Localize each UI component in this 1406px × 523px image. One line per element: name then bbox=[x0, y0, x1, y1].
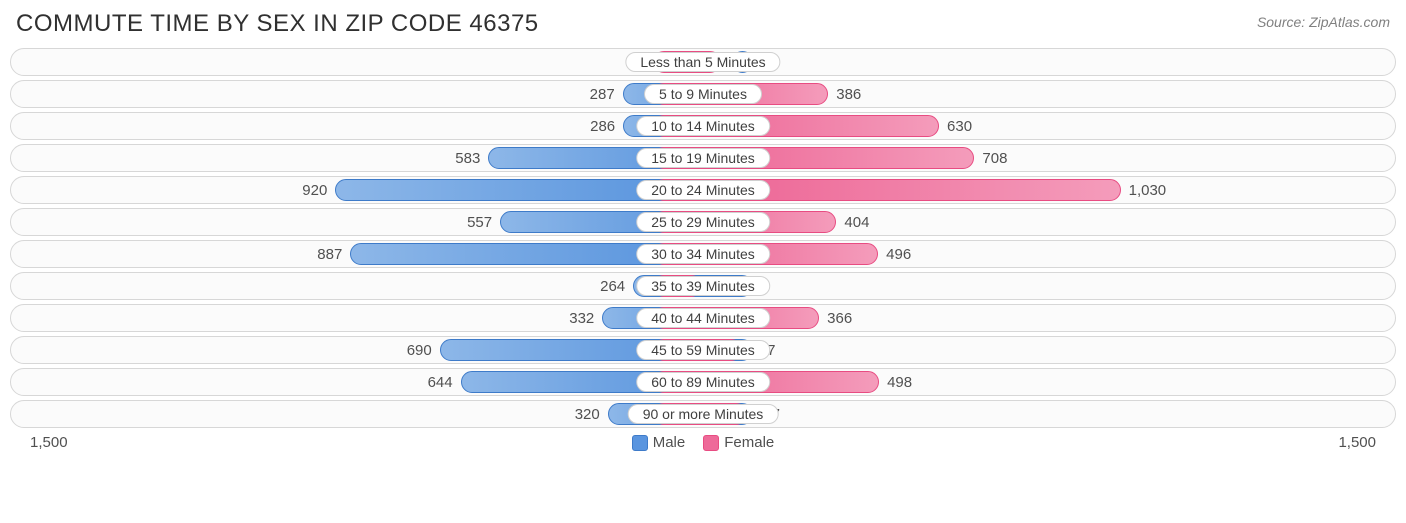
legend-label-female: Female bbox=[724, 434, 774, 451]
category-label: 45 to 59 Minutes bbox=[636, 340, 770, 360]
value-male: 286 bbox=[590, 113, 615, 141]
chart-row: 32020790 or more Minutes bbox=[10, 400, 1396, 428]
category-label: 35 to 39 Minutes bbox=[636, 276, 770, 296]
value-male: 920 bbox=[302, 177, 327, 205]
value-male: 887 bbox=[317, 241, 342, 269]
value-female: 404 bbox=[844, 209, 869, 237]
chart-row: 887 496 30 to 34 Minutes bbox=[10, 240, 1396, 268]
chart-row: 557 404 25 to 29 Minutes bbox=[10, 208, 1396, 236]
chart-header: Commute Time By Sex in Zip Code 46375 So… bbox=[10, 10, 1396, 48]
value-female: 366 bbox=[827, 305, 852, 333]
category-label: 15 to 19 Minutes bbox=[636, 148, 770, 168]
value-female: 708 bbox=[982, 145, 1007, 173]
category-label: 20 to 24 Minutes bbox=[636, 180, 770, 200]
chart-container: Commute Time By Sex in Zip Code 46375 So… bbox=[0, 0, 1406, 457]
value-male: 332 bbox=[569, 305, 594, 333]
chart-row: 644 498 60 to 89 Minutes bbox=[10, 368, 1396, 396]
value-female: 498 bbox=[887, 369, 912, 397]
category-label: 40 to 44 Minutes bbox=[636, 308, 770, 328]
swatch-male bbox=[632, 435, 648, 451]
category-label: Less than 5 Minutes bbox=[625, 52, 780, 72]
chart-title: Commute Time By Sex in Zip Code 46375 bbox=[16, 10, 539, 38]
category-label: 30 to 34 Minutes bbox=[636, 244, 770, 264]
category-label: 5 to 9 Minutes bbox=[644, 84, 762, 104]
legend-label-male: Male bbox=[653, 434, 686, 451]
category-label: 60 to 89 Minutes bbox=[636, 372, 770, 392]
legend-item-male: Male bbox=[632, 434, 686, 451]
value-male: 690 bbox=[407, 337, 432, 365]
chart-row: 286 630 10 to 14 Minutes bbox=[10, 112, 1396, 140]
value-male: 264 bbox=[600, 273, 625, 301]
axis-label-left: 1,500 bbox=[30, 434, 68, 451]
category-label: 25 to 29 Minutes bbox=[636, 212, 770, 232]
chart-rows: 46150Less than 5 Minutes 287 386 5 to 9 Min… bbox=[10, 48, 1396, 428]
chart-row: 26410835 to 39 Minutes bbox=[10, 272, 1396, 300]
value-female: 630 bbox=[947, 113, 972, 141]
value-female: 386 bbox=[836, 81, 861, 109]
chart-row: 69019745 to 59 Minutes bbox=[10, 336, 1396, 364]
value-male: 287 bbox=[590, 81, 615, 109]
value-male: 320 bbox=[575, 401, 600, 429]
value-female: 496 bbox=[886, 241, 911, 269]
chart-footer: 1,500 Male Female 1,500 bbox=[10, 428, 1396, 451]
value-male: 557 bbox=[467, 209, 492, 237]
legend: Male Female bbox=[68, 434, 1339, 451]
chart-row: 583 708 15 to 19 Minutes bbox=[10, 144, 1396, 172]
chart-row: 920 1,030 20 to 24 Minutes bbox=[10, 176, 1396, 204]
swatch-female bbox=[703, 435, 719, 451]
chart-source: Source: ZipAtlas.com bbox=[1257, 10, 1390, 30]
value-male: 644 bbox=[428, 369, 453, 397]
category-label: 90 or more Minutes bbox=[628, 404, 779, 424]
chart-row: 287 386 5 to 9 Minutes bbox=[10, 80, 1396, 108]
category-label: 10 to 14 Minutes bbox=[636, 116, 770, 136]
legend-item-female: Female bbox=[703, 434, 774, 451]
axis-label-right: 1,500 bbox=[1338, 434, 1376, 451]
chart-row: 46150Less than 5 Minutes bbox=[10, 48, 1396, 76]
value-female: 1,030 bbox=[1129, 177, 1167, 205]
chart-row: 332 366 40 to 44 Minutes bbox=[10, 304, 1396, 332]
value-male: 583 bbox=[455, 145, 480, 173]
